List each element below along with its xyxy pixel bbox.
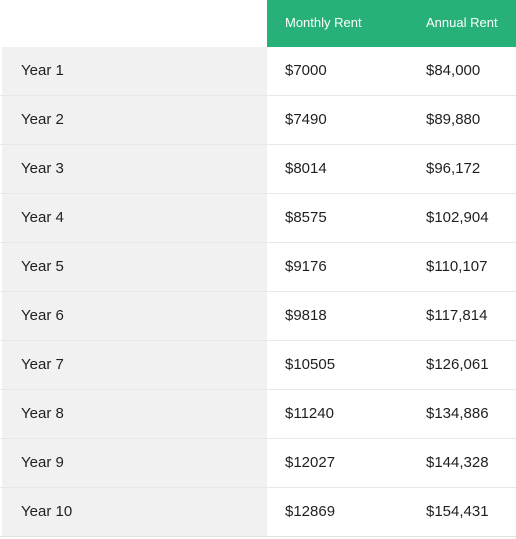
year-label: Year 7 — [21, 356, 64, 373]
monthly-rent-value: $11240 — [285, 405, 334, 422]
monthly-rent-header: Monthly Rent — [285, 15, 362, 30]
monthly-rent-value: $7000 — [285, 62, 327, 79]
year-cell-bg — [2, 96, 267, 144]
year-cell-bg — [2, 341, 267, 389]
table-row: Year 10 $12869 $154,431 — [0, 488, 516, 537]
year-label: Year 3 — [21, 160, 64, 177]
year-label: Year 9 — [21, 454, 64, 471]
year-cell-bg — [2, 439, 267, 487]
table-row: Year 5 $9176 $110,107 — [0, 243, 516, 292]
year-cell-bg — [2, 390, 267, 438]
table-row: Year 4 $8575 $102,904 — [0, 194, 516, 243]
table-row: Year 7 $10505 $126,061 — [0, 341, 516, 390]
year-label: Year 4 — [21, 209, 64, 226]
annual-rent-value: $84,000 — [426, 62, 481, 79]
annual-rent-header: Annual Rent — [426, 15, 498, 30]
year-label: Year 5 — [21, 258, 64, 275]
monthly-rent-value: $12869 — [285, 503, 336, 520]
year-label: Year 10 — [21, 503, 73, 520]
annual-rent-value: $110,107 — [426, 258, 488, 275]
year-label: Year 8 — [21, 405, 64, 422]
year-label: Year 1 — [21, 62, 64, 79]
year-label: Year 2 — [21, 111, 64, 128]
annual-rent-value: $154,431 — [426, 503, 489, 520]
table-body: Year 1 $7000 $84,000 Year 2 $7490 $89,88… — [0, 47, 516, 537]
year-label: Year 6 — [21, 307, 64, 324]
table-header: Monthly Rent Annual Rent — [0, 0, 516, 47]
monthly-rent-value: $8575 — [285, 209, 327, 226]
year-cell-bg — [2, 145, 267, 193]
annual-rent-value: $102,904 — [426, 209, 489, 226]
table-row: Year 6 $9818 $117,814 — [0, 292, 516, 341]
annual-rent-value: $144,328 — [426, 454, 489, 471]
annual-rent-value: $117,814 — [426, 307, 488, 324]
table-row: Year 8 $11240 $134,886 — [0, 390, 516, 439]
annual-rent-value: $126,061 — [426, 356, 489, 373]
year-cell-bg — [2, 243, 267, 291]
monthly-rent-value: $8014 — [285, 160, 327, 177]
monthly-rent-value: $12027 — [285, 454, 336, 471]
monthly-rent-value: $10505 — [285, 356, 336, 373]
header-empty-cell — [0, 0, 267, 47]
header-band — [267, 0, 516, 47]
year-cell-bg — [2, 47, 267, 95]
table-row: Year 9 $12027 $144,328 — [0, 439, 516, 488]
monthly-rent-value: $7490 — [285, 111, 327, 128]
annual-rent-value: $134,886 — [426, 405, 489, 422]
year-cell-bg — [2, 194, 267, 242]
monthly-rent-value: $9176 — [285, 258, 327, 275]
table-row: Year 3 $8014 $96,172 — [0, 145, 516, 194]
table-row: Year 1 $7000 $84,000 — [0, 47, 516, 96]
annual-rent-value: $89,880 — [426, 111, 481, 128]
year-cell-bg — [2, 488, 267, 536]
table-row: Year 2 $7490 $89,880 — [0, 96, 516, 145]
annual-rent-value: $96,172 — [426, 160, 481, 177]
monthly-rent-value: $9818 — [285, 307, 327, 324]
year-cell-bg — [2, 292, 267, 340]
